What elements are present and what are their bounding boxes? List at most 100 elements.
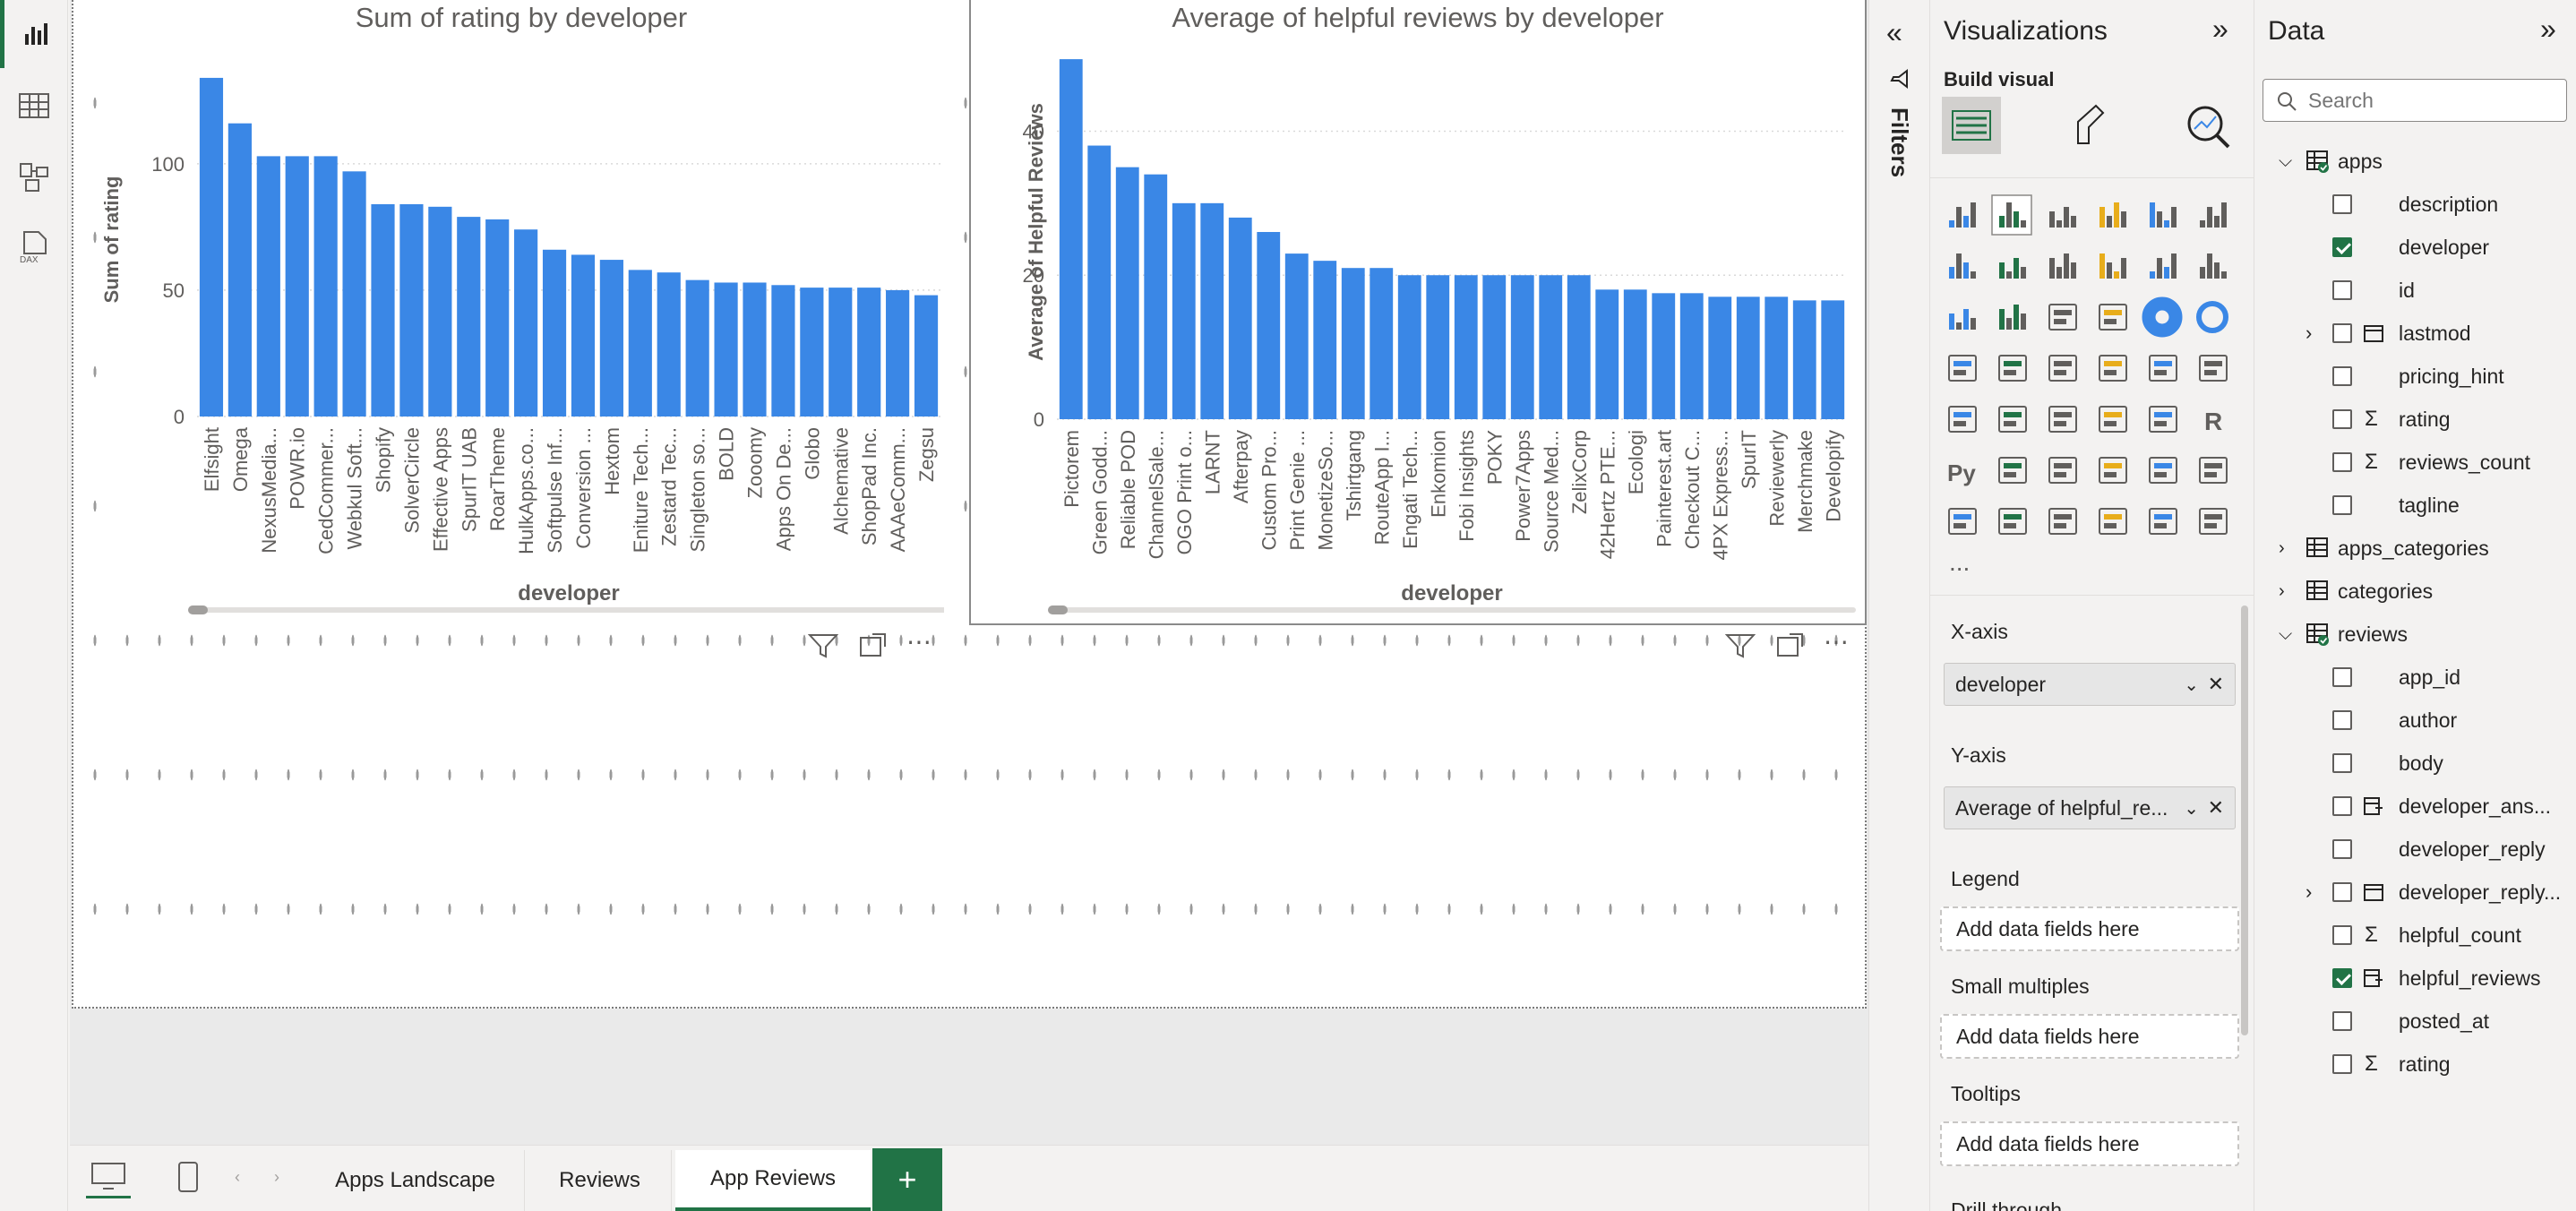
field-checkbox[interactable] (2332, 667, 2352, 687)
stacked-column-100-icon[interactable] (2200, 202, 2227, 228)
shape-map-icon[interactable] (2099, 508, 2127, 535)
bar[interactable] (714, 282, 738, 417)
bar[interactable] (914, 295, 939, 417)
narrative-icon[interactable] (2149, 457, 2177, 484)
bar[interactable] (1059, 59, 1083, 420)
report-view-icon[interactable] (0, 0, 68, 68)
visual-avg-helpful[interactable]: Average of helpful reviews by developer 0… (969, 0, 1867, 625)
bar[interactable] (1284, 253, 1309, 419)
visual2-more-icon[interactable]: ⋯ (1824, 628, 1849, 656)
bar[interactable] (1115, 167, 1139, 419)
visual-sum-rating[interactable]: Sum of rating by developer 0 50 100 Sum of r… (99, 0, 949, 623)
bar[interactable] (199, 77, 224, 417)
bar[interactable] (371, 204, 395, 417)
bar[interactable] (1510, 275, 1534, 419)
search-input[interactable] (2308, 87, 2550, 114)
chart-scroll-track[interactable] (188, 607, 949, 613)
field-helpful_reviews[interactable]: helpful_reviews (2254, 958, 2576, 998)
field-checkbox[interactable] (2332, 925, 2352, 945)
clustered-bar-icon[interactable] (1991, 194, 2032, 236)
card-icon[interactable] (2199, 355, 2228, 382)
bar[interactable] (800, 288, 824, 417)
scatter-icon[interactable] (2099, 304, 2127, 331)
chart-scroll-thumb[interactable] (188, 606, 208, 614)
bar[interactable] (1708, 296, 1732, 419)
bar[interactable] (1172, 202, 1196, 419)
diamond-icon[interactable] (2149, 508, 2177, 535)
tab-reviews[interactable]: Reviews (528, 1150, 672, 1211)
bar[interactable] (657, 272, 681, 417)
visual-type-gallery[interactable]: R Py (1942, 190, 2246, 584)
stacked-area-icon[interactable] (2049, 253, 2076, 279)
bar[interactable] (886, 289, 910, 417)
bar[interactable] (599, 260, 623, 417)
kpi-icon[interactable] (1998, 406, 2027, 433)
dax-query-view-icon[interactable]: DAX (0, 213, 68, 281)
chevron-down-icon[interactable]: ⌄ (2184, 798, 2199, 819)
remove-field-icon[interactable]: ✕ (2207, 796, 2224, 819)
area-100-icon[interactable] (2099, 253, 2126, 279)
small-multiples-well[interactable]: Add data fields here (1940, 1014, 2239, 1059)
table-view-icon[interactable] (0, 72, 68, 140)
table-categories[interactable]: › categories (2254, 571, 2576, 611)
bar[interactable] (428, 206, 452, 417)
bar[interactable] (1567, 275, 1591, 419)
treemap-icon[interactable] (1948, 355, 1977, 382)
bar[interactable] (1652, 293, 1676, 419)
filters-pane-collapsed[interactable] (1868, 0, 1929, 1211)
field-lastmod[interactable]: › lastmod (2254, 313, 2576, 353)
bar[interactable] (1257, 232, 1281, 419)
bar[interactable] (1370, 268, 1394, 419)
field-body[interactable]: body (2254, 743, 2576, 783)
line-stacked-column-icon[interactable] (2150, 253, 2177, 279)
visual1-focus-icon[interactable] (858, 632, 887, 666)
bar[interactable] (743, 282, 767, 417)
bar[interactable] (514, 229, 538, 417)
chevron-down-icon[interactable]: ⌄ (2184, 674, 2199, 695)
chevron-right-icon[interactable]: › (2306, 322, 2313, 344)
field-checkbox[interactable] (2332, 796, 2352, 816)
table-apps_categories[interactable]: › apps_categories (2254, 528, 2576, 568)
tab-app-reviews[interactable]: App Reviews (675, 1150, 871, 1211)
bar[interactable] (1454, 275, 1478, 419)
field-checkbox[interactable] (2332, 452, 2352, 472)
x-axis-field-chip[interactable]: developer ⌄ ✕ (1944, 663, 2236, 706)
field-checkbox[interactable] (2332, 194, 2352, 214)
viz-pane-scrollbar[interactable] (2241, 606, 2248, 1035)
key-influencers-icon[interactable] (1998, 457, 2027, 484)
field-checkbox[interactable] (2332, 323, 2352, 343)
field-developer_ans-[interactable]: developer_ans... (2254, 786, 2576, 826)
field-checkbox[interactable] (2332, 710, 2352, 730)
table-apps[interactable]: ⌵ apps (2254, 142, 2576, 181)
tab-apps-landscape[interactable]: Apps Landscape (306, 1150, 525, 1211)
table-reviews[interactable]: ⌵ reviews (2254, 614, 2576, 654)
power-automate-icon[interactable] (2048, 508, 2077, 535)
area-icon[interactable] (1999, 258, 2026, 279)
decomposition-tree-icon[interactable] (2048, 457, 2077, 484)
stacked-column-icon[interactable] (2099, 202, 2126, 228)
field-posted_at[interactable]: posted_at (2254, 1001, 2576, 1041)
bar[interactable] (1765, 296, 1789, 419)
power-apps-icon[interactable] (1998, 508, 2027, 535)
visual2-focus-icon[interactable] (1775, 632, 1804, 666)
bar[interactable] (685, 279, 709, 417)
pie-icon[interactable] (2142, 296, 2183, 338)
chevron-icon[interactable] (2199, 508, 2228, 535)
model-view-icon[interactable] (0, 143, 68, 211)
field-checkbox[interactable] (2332, 495, 2352, 515)
table-icon[interactable] (2099, 406, 2127, 433)
remove-field-icon[interactable]: ✕ (2207, 673, 2224, 695)
bar[interactable] (256, 156, 280, 417)
field-checkbox[interactable] (2332, 1054, 2352, 1074)
build-visual-tab-icon[interactable] (1942, 97, 2001, 154)
bar[interactable] (1087, 145, 1112, 420)
bar[interactable] (285, 156, 309, 417)
bar[interactable] (1144, 174, 1168, 419)
y-axis-field-chip[interactable]: Average of helpful_re... ⌄ ✕ (1944, 786, 2236, 829)
ribbon-icon[interactable] (1949, 309, 1976, 330)
bar[interactable] (1397, 275, 1421, 419)
field-developer_reply[interactable]: developer_reply (2254, 829, 2576, 869)
stacked-bar-100-icon[interactable] (2049, 207, 2076, 228)
bar[interactable] (1623, 289, 1647, 419)
